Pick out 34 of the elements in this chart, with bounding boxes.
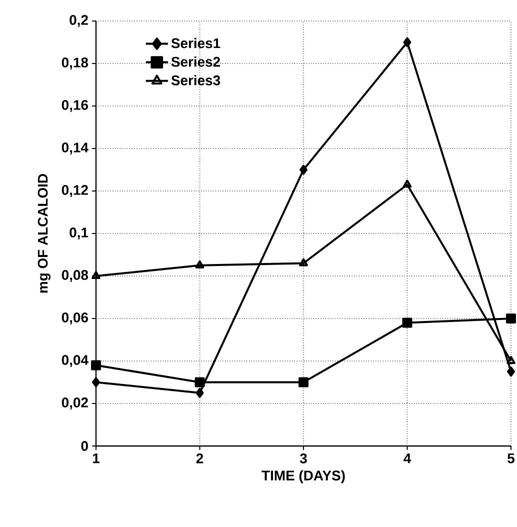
x-tick-label: 3 — [300, 453, 307, 464]
point — [92, 377, 100, 388]
x-tick-label: 4 — [404, 454, 412, 464]
point — [507, 366, 515, 377]
point — [506, 314, 516, 324]
x-axis-title: TIME (DAYS) — [262, 470, 345, 484]
y-tick-label: 0,2 — [70, 15, 88, 27]
legend-label: Series3 — [171, 75, 220, 86]
point — [298, 377, 308, 388]
y-tick-label: 0,12 — [62, 185, 88, 197]
point — [196, 388, 204, 398]
y-tick-label: 0,14 — [62, 142, 88, 154]
point — [300, 164, 308, 175]
point — [194, 377, 205, 388]
y-tick-label: 0,04 — [62, 355, 88, 367]
x-tick-label: 5 — [508, 454, 514, 464]
y-tick-label: 0,08 — [62, 270, 88, 282]
point — [299, 258, 308, 266]
point — [403, 37, 412, 48]
point — [91, 360, 101, 370]
point — [402, 180, 412, 188]
point — [402, 318, 412, 328]
y-tick-label: 0,02 — [62, 398, 88, 410]
y-tick-label: 0,1 — [70, 228, 88, 240]
y-tick-label: 0,16 — [62, 100, 88, 112]
y-tick-label: 0 — [81, 441, 88, 451]
x-tick-label: 2 — [196, 453, 204, 464]
y-tick-label: 0,06 — [62, 312, 88, 324]
legend-label: Series1 — [171, 38, 220, 48]
y-axis-title: mg OF ALCALOID — [38, 174, 51, 293]
point — [195, 260, 204, 268]
y-tick-label: 0,18 — [62, 58, 88, 70]
x-tick-label: 1 — [92, 454, 100, 464]
legend-label: Series2 — [171, 56, 220, 67]
